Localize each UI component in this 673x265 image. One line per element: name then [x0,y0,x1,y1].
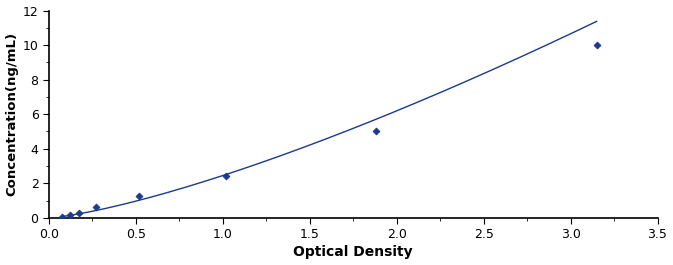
X-axis label: Optical Density: Optical Density [293,245,413,259]
Y-axis label: Concentration(ng/mL): Concentration(ng/mL) [5,32,19,196]
